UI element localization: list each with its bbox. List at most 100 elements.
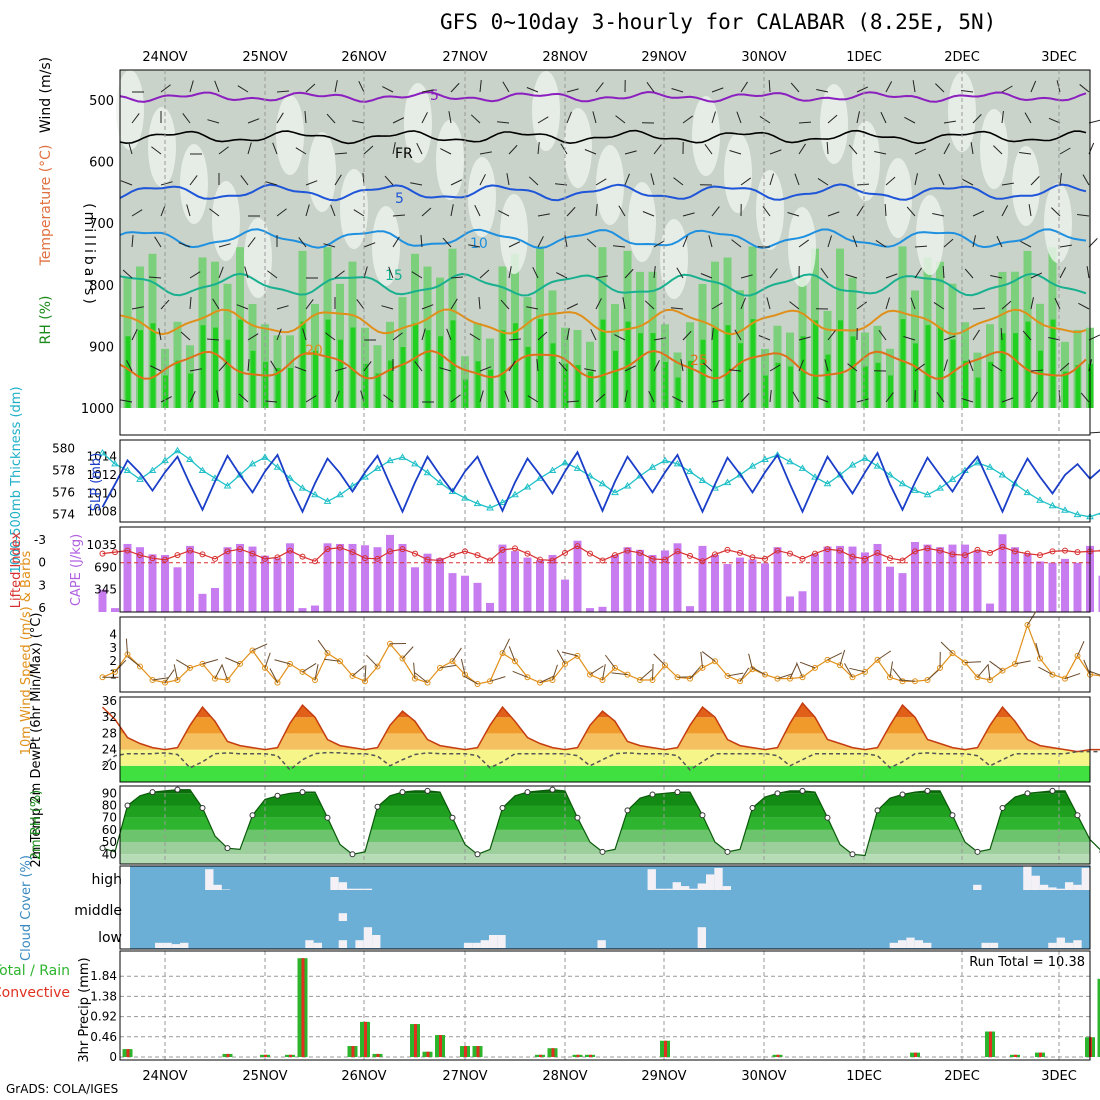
surface-wind-barb	[849, 667, 866, 673]
rh-plume-core	[250, 350, 256, 408]
rh-plume-core	[900, 319, 906, 408]
wind-tick: 1	[109, 668, 117, 682]
lifted-index-marker	[999, 543, 1006, 550]
wind-barb	[236, 304, 249, 310]
precip-convective-bar	[426, 1051, 430, 1057]
rh-tick: 40	[102, 847, 117, 861]
rh-plume-core	[488, 369, 493, 408]
wind-barb	[212, 298, 220, 310]
wind-barb	[446, 328, 452, 341]
wind-barb	[615, 115, 626, 124]
lifted-index-marker	[737, 549, 743, 556]
lifted-index-marker	[412, 550, 418, 557]
rh-plume-core	[150, 323, 156, 408]
surface-wind-barb	[561, 651, 578, 657]
cape-bar	[123, 543, 132, 612]
wind-barb	[943, 238, 954, 248]
thickness-marker	[623, 481, 632, 489]
cloud-bar-low	[1056, 937, 1065, 948]
wind-barb	[711, 302, 723, 310]
thickness-marker	[173, 446, 182, 454]
thickness-marker	[473, 499, 482, 507]
rh-dry-patch	[500, 194, 528, 274]
lifted-index-marker	[474, 552, 481, 559]
wind-barb	[330, 204, 336, 217]
wind-barb	[845, 274, 858, 279]
temp-band	[120, 765, 1090, 782]
wind-barb	[1020, 240, 1032, 248]
temp-tick: 28	[102, 726, 117, 740]
wind-barb	[996, 235, 1003, 248]
thickness-marker	[661, 456, 669, 464]
precip-convective-bar	[1014, 1054, 1017, 1057]
cape-bar	[548, 554, 557, 612]
lifted-index-marker	[749, 554, 756, 561]
thickness-marker	[423, 468, 432, 476]
rh-dry-patch	[756, 170, 784, 250]
cloud-bar-high	[973, 884, 982, 890]
thickness-marker	[811, 473, 819, 480]
surface-wind-barb	[964, 661, 982, 664]
wind-speed-marker	[499, 650, 506, 657]
wind-barb	[943, 359, 948, 372]
surface-wind-barb	[639, 669, 653, 681]
wind-barb	[729, 369, 742, 372]
wind-barb	[769, 173, 774, 186]
wind-barb	[276, 305, 289, 310]
cloud-bar-high	[1048, 887, 1057, 890]
rh-plume-core	[1050, 319, 1056, 408]
lifted-index-marker	[312, 558, 318, 565]
lifted-index-marker	[137, 552, 143, 559]
wind-barb	[1086, 266, 1090, 279]
wind-speed-marker	[324, 650, 331, 657]
wind-barb	[734, 329, 742, 341]
precip-convective-bar	[1039, 1052, 1042, 1057]
lifted-index-marker	[1012, 548, 1018, 555]
pressure-tick: 800	[89, 279, 114, 294]
rh-dry-patch	[788, 207, 816, 287]
wind-barb	[265, 400, 278, 403]
li-tick: 6	[38, 601, 46, 615]
date-label-top: 3DEC	[1041, 50, 1077, 65]
wind-barb	[1030, 369, 1044, 372]
wind-barb	[189, 368, 202, 372]
rh-plume-core	[238, 319, 243, 408]
wind-barb	[1088, 334, 1100, 341]
cape-bar	[1023, 553, 1032, 612]
rh-marker	[749, 804, 756, 811]
rh-marker	[249, 812, 256, 819]
wind-speed-marker	[1074, 652, 1081, 659]
wind-speed-marker	[299, 668, 306, 675]
precip-convective-bar	[226, 1053, 230, 1057]
cape-bar	[148, 554, 157, 612]
rh-marker	[824, 814, 831, 821]
rh-plume-core	[163, 375, 168, 408]
wind-barb	[479, 366, 492, 372]
wind-barb	[624, 268, 634, 279]
rh-marker	[774, 790, 781, 797]
lifted-index-marker	[912, 548, 918, 555]
rh-plume-core	[713, 327, 718, 408]
rh-plume-core	[825, 354, 831, 408]
rh-plume-core	[425, 330, 431, 408]
wind-barb	[305, 299, 314, 310]
cloud-bar-low	[480, 940, 489, 948]
wind-barb	[914, 267, 922, 279]
precip-convective-bar	[539, 1054, 542, 1057]
wind-speed-marker	[187, 664, 193, 671]
wind-barb	[182, 113, 191, 124]
wind-barb	[392, 332, 403, 341]
rh-plume-core	[175, 360, 181, 408]
wind-barb	[416, 142, 423, 155]
lifted-index-marker	[149, 555, 156, 562]
thickness-marker	[648, 463, 657, 470]
thickness-marker	[848, 461, 857, 468]
slp-tick: 1008	[86, 505, 117, 519]
wind-barb	[595, 178, 607, 186]
rh-marker	[799, 787, 806, 794]
cape-bar	[623, 547, 632, 612]
rh-dry-patch	[468, 157, 496, 237]
wind-barb	[237, 85, 249, 93]
date-label-top: 29NOV	[641, 50, 686, 65]
date-label-top: 26NOV	[341, 50, 386, 65]
